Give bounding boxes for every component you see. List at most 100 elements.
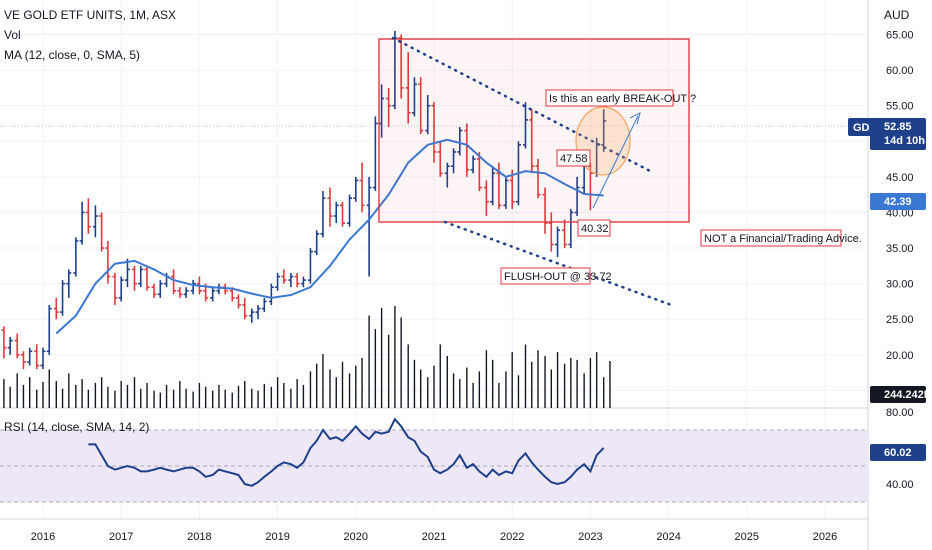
level-low-label-group: 40.32: [577, 219, 611, 237]
ohlc-bar: [268, 283, 274, 306]
flush-out-label: FLUSH-OUT @ 33.72: [504, 271, 612, 283]
ohlc-bar: [151, 283, 157, 298]
disclaimer-label-group: NOT a Financial/Trading Advice.: [700, 229, 862, 247]
ohlc-bar: [555, 226, 561, 258]
ohlc-bar: [53, 297, 59, 320]
ohlc-bar: [444, 162, 450, 188]
rsi-value-badge-bg: [870, 444, 926, 461]
ohlc-bar: [20, 351, 26, 370]
volume-value-badge-bg: [870, 386, 926, 403]
ohlc-bar: [14, 333, 20, 359]
ohlc-bar: [470, 155, 476, 174]
ma-line: [55, 138, 604, 335]
rsi-tick-label: 80.00: [886, 407, 914, 419]
ohlc-bar: [1, 326, 7, 359]
ohlc-bar: [509, 169, 515, 209]
ohlc-bar: [73, 237, 79, 277]
ohlc-bar: [568, 208, 574, 249]
symbol-title: VE GOLD ETF UNITS, 1M, ASX: [4, 8, 177, 22]
projection-arrowhead: [629, 112, 641, 125]
price-tick-label: 25.00: [886, 314, 914, 326]
volume-value-badge: 244.242K: [870, 386, 932, 403]
time-tick-label: 2017: [109, 531, 133, 543]
gdx-price-badge-text: 14d 10h: [884, 135, 925, 147]
ohlc-bar: [437, 141, 443, 177]
time-tick-label: 2024: [656, 531, 680, 543]
ohlc-bar: [398, 34, 404, 99]
price-tick-label: 65.00: [886, 29, 914, 41]
ma-value-badge-text: 42.39: [884, 196, 912, 208]
breakout-question-label: Is this an early BREAK-OUT ?: [549, 93, 696, 105]
ohlc-bar: [105, 240, 111, 284]
ohlc-bar: [503, 176, 509, 209]
ohlc-bar: [190, 280, 196, 295]
ohlc-bar: [601, 109, 607, 152]
level-low-label: 40.32: [581, 223, 609, 235]
gdx-price-badge-bg: [870, 118, 926, 150]
ohlc-bar: [366, 176, 372, 277]
ohlc-bar: [34, 344, 40, 370]
ma-value-badge-bg: [870, 193, 926, 210]
ohlc-bar: [425, 94, 431, 135]
ohlc-bar: [418, 77, 424, 135]
ohlc-bar: [562, 219, 568, 249]
level-low-label-box: [577, 219, 611, 237]
ohlc-bar: [294, 272, 300, 288]
ohlc-bar: [275, 272, 281, 291]
ohlc-bar: [490, 166, 496, 206]
flush-out-label-group: FLUSH-OUT @ 33.72: [500, 267, 612, 285]
ohlc-bar: [60, 280, 66, 316]
ohlc-bar: [210, 287, 216, 302]
ohlc-bar: [320, 191, 326, 238]
ohlc-bar: [85, 198, 91, 234]
ohlc-bar: [522, 102, 528, 149]
time-tick-label: 2019: [265, 531, 289, 543]
ohlc-bar: [281, 269, 287, 284]
lower-trendline[interactable]: [443, 220, 676, 308]
ohlc-bar: [542, 187, 548, 234]
ohlc-bar: [27, 347, 33, 366]
ohlc-bar: [327, 187, 333, 227]
ohlc-bar: [236, 294, 241, 309]
ohlc-bar: [574, 176, 580, 217]
consolidation-box[interactable]: [378, 38, 690, 223]
ohlc-bar: [333, 201, 339, 224]
ohlc-bar: [392, 30, 398, 110]
ohlc-bar: [386, 87, 392, 128]
ohlc-bar: [131, 265, 137, 291]
annotations: Is this an early BREAK-OUT ? NOT a Financ…: [500, 89, 862, 285]
ohlc-bar: [483, 180, 489, 217]
ohlc-bar: [307, 248, 313, 284]
ohlc-bar: [314, 230, 320, 256]
ohlc-bar: [92, 205, 98, 238]
ohlc-bar: [476, 151, 482, 192]
ohlc-bar: [255, 305, 261, 320]
ohlc-bar: [177, 287, 183, 298]
ohlc-bar: [359, 162, 365, 213]
price-tick-label: 40.00: [886, 207, 914, 219]
upper-trendline[interactable]: [391, 36, 654, 174]
ohlc-bar: [138, 265, 144, 288]
ohlc-bar: [451, 148, 457, 174]
time-tick-label: 2018: [187, 531, 211, 543]
ohlc-bar: [242, 297, 248, 320]
rsi-band: [0, 429, 868, 503]
breakout-question-label-box: [545, 89, 674, 107]
ohlc-bar: [79, 201, 85, 245]
ohlc-bar: [496, 162, 502, 209]
candles: [1, 30, 607, 370]
ohlc-bar: [405, 52, 411, 124]
ohlc-bar: [457, 127, 463, 156]
ohlc-bar: [183, 287, 189, 298]
time-tick-label: 2022: [500, 531, 524, 543]
axes: 15.0020.0025.0030.0035.0040.0045.0050.00…: [31, 29, 914, 543]
time-tick-label: 2023: [578, 531, 602, 543]
time-tick-label: 2020: [344, 531, 368, 543]
ohlc-bar: [66, 269, 72, 298]
volume-bars: [3, 305, 611, 408]
projection-arrow[interactable]: [592, 115, 639, 209]
rsi-value-badge: 60.02: [870, 444, 926, 461]
ma-legend: MA (12, close, 0, SMA, 5): [4, 48, 141, 62]
level-high-label-group: 47.58: [556, 149, 591, 167]
